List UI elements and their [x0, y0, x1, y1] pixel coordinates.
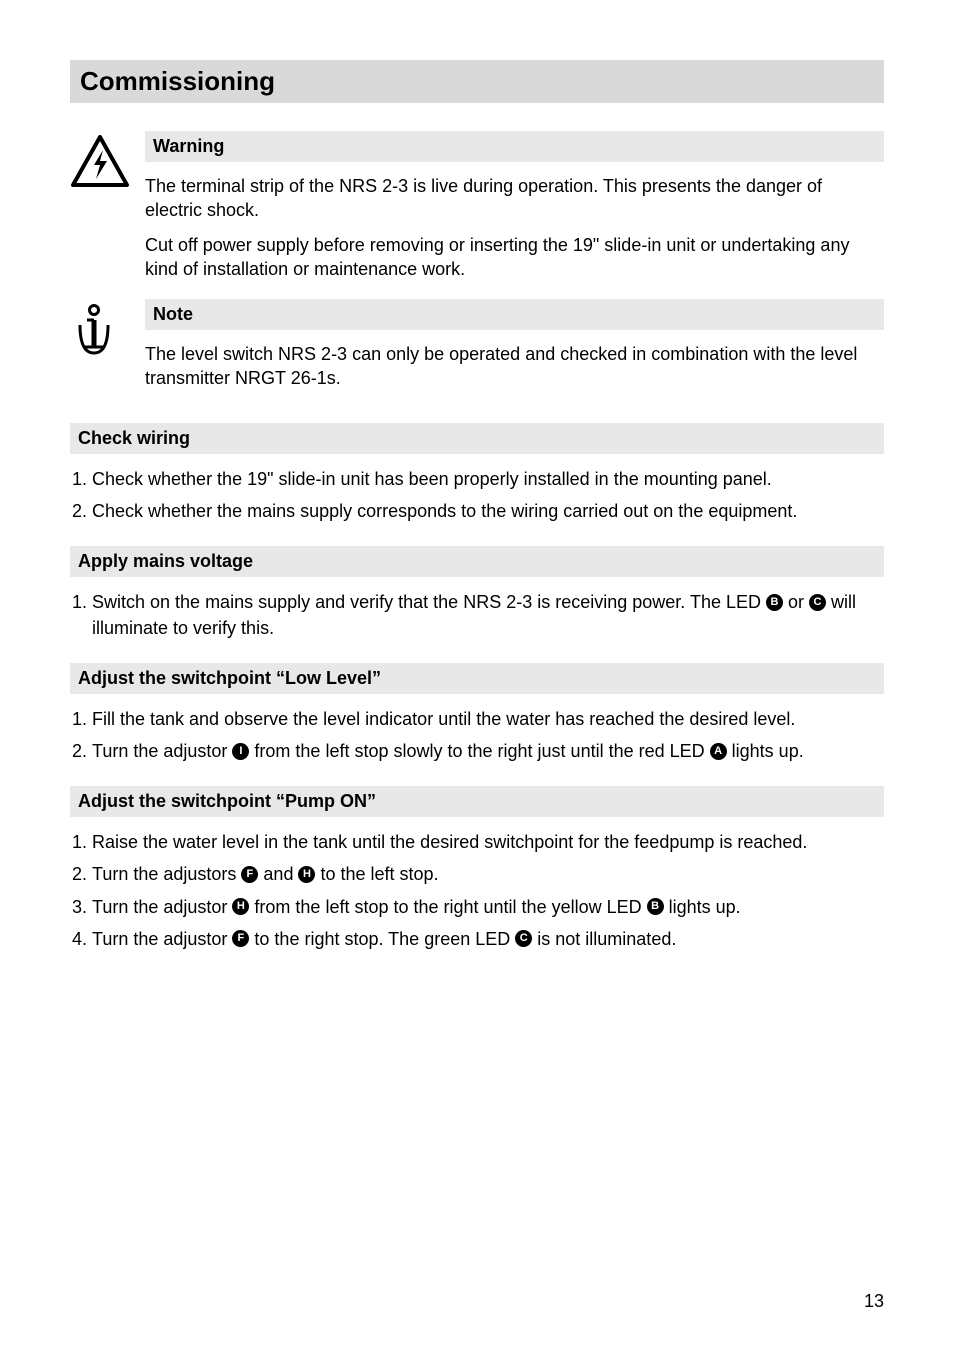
letter-badge-c: C: [809, 594, 826, 611]
letter-badge-f: F: [232, 930, 249, 947]
note-text-1: The level switch NRS 2-3 can only be ope…: [145, 342, 884, 391]
letter-badge-b: B: [647, 898, 664, 915]
text-fragment: and: [263, 864, 298, 884]
text-fragment: Switch on the mains supply and verify th…: [92, 592, 766, 612]
list-item: Fill the tank and observe the level indi…: [92, 706, 884, 732]
info-icon: [70, 299, 145, 359]
text-fragment: Turn the adjustor: [92, 897, 232, 917]
page-title: Commissioning: [80, 66, 874, 97]
list-item: Check whether the mains supply correspon…: [92, 498, 884, 524]
letter-badge-a: A: [710, 743, 727, 760]
warning-label: Warning: [153, 136, 224, 156]
text-fragment: to the left stop.: [320, 864, 438, 884]
warning-text-2: Cut off power supply before removing or …: [145, 233, 884, 282]
list-item: Turn the adjustors F and H to the left s…: [92, 861, 884, 887]
note-label: Note: [153, 304, 193, 324]
check-wiring-heading: Check wiring: [78, 428, 190, 448]
letter-badge-f: F: [241, 866, 258, 883]
list-item: Switch on the mains supply and verify th…: [92, 589, 884, 641]
warning-callout: Warning The terminal strip of the NRS 2-…: [70, 131, 884, 291]
text-fragment: to the right stop. The green LED: [254, 929, 515, 949]
low-level-list: Fill the tank and observe the level indi…: [70, 706, 884, 764]
text-fragment: lights up.: [669, 897, 741, 917]
text-fragment: is not illuminated.: [537, 929, 676, 949]
apply-mains-heading-bar: Apply mains voltage: [70, 546, 884, 577]
note-label-bar: Note: [145, 299, 884, 330]
low-level-heading: Adjust the switchpoint “Low Level”: [78, 668, 381, 688]
pump-on-list: Raise the water level in the tank until …: [70, 829, 884, 951]
pump-on-heading-bar: Adjust the switchpoint “Pump ON”: [70, 786, 884, 817]
check-wiring-list: Check whether the 19" slide-in unit has …: [70, 466, 884, 524]
note-body: Note The level switch NRS 2-3 can only b…: [145, 299, 884, 401]
low-level-heading-bar: Adjust the switchpoint “Low Level”: [70, 663, 884, 694]
warning-text-1: The terminal strip of the NRS 2-3 is liv…: [145, 174, 884, 223]
warning-label-bar: Warning: [145, 131, 884, 162]
text-fragment: Turn the adjustor: [92, 741, 232, 761]
text-fragment: Turn the adjustors: [92, 864, 241, 884]
list-item: Turn the adjustor I from the left stop s…: [92, 738, 884, 764]
list-item: Check whether the 19" slide-in unit has …: [92, 466, 884, 492]
note-callout: Note The level switch NRS 2-3 can only b…: [70, 299, 884, 401]
letter-badge-b: B: [766, 594, 783, 611]
letter-badge-h: H: [232, 898, 249, 915]
text-fragment: from the left stop to the right until th…: [254, 897, 646, 917]
text-fragment: from the left stop slowly to the right j…: [254, 741, 709, 761]
page-number: 13: [864, 1291, 884, 1312]
letter-badge-i: I: [232, 743, 249, 760]
apply-mains-list: Switch on the mains supply and verify th…: [70, 589, 884, 641]
letter-badge-c: C: [515, 930, 532, 947]
pump-on-heading: Adjust the switchpoint “Pump ON”: [78, 791, 376, 811]
list-item: Turn the adjustor H from the left stop t…: [92, 894, 884, 920]
page-title-bar: Commissioning: [70, 60, 884, 103]
apply-mains-heading: Apply mains voltage: [78, 551, 253, 571]
electric-warning-icon: [70, 131, 145, 189]
text-fragment: lights up.: [732, 741, 804, 761]
warning-body: Warning The terminal strip of the NRS 2-…: [145, 131, 884, 291]
check-wiring-heading-bar: Check wiring: [70, 423, 884, 454]
list-item: Raise the water level in the tank until …: [92, 829, 884, 855]
list-item: Turn the adjustor F to the right stop. T…: [92, 926, 884, 952]
letter-badge-h: H: [298, 866, 315, 883]
text-fragment: Turn the adjustor: [92, 929, 232, 949]
text-fragment: or: [788, 592, 809, 612]
